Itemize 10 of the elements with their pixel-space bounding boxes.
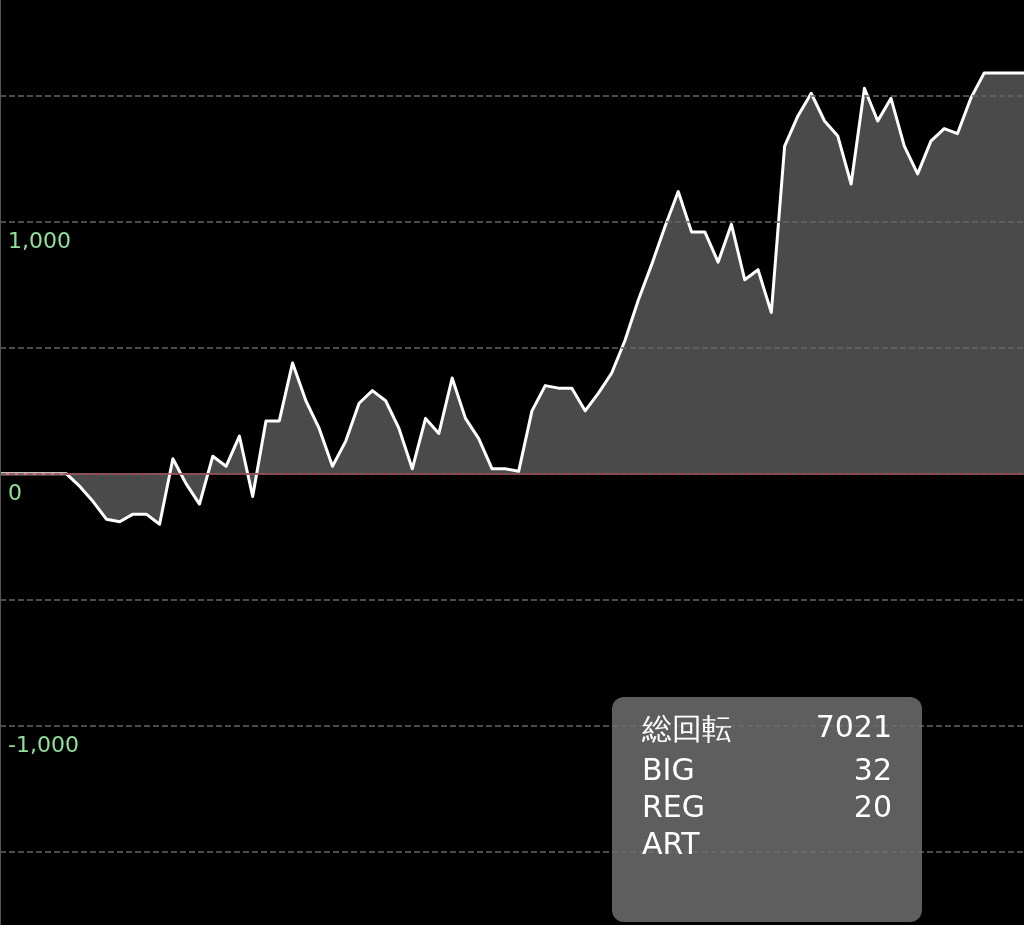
annotation: 32	[852, 752, 892, 787]
y-tick-label: -1,000	[8, 732, 79, 758]
y-tick-label: 0	[8, 480, 22, 506]
y-tick-label: 1,000	[8, 228, 71, 254]
annotation: REG	[642, 789, 707, 824]
annotation: 7021	[815, 709, 892, 746]
annotation: 20	[852, 789, 892, 824]
annotation: 総回転	[642, 710, 733, 748]
annotation: BIG	[642, 752, 696, 787]
annotation: ART	[642, 826, 701, 861]
